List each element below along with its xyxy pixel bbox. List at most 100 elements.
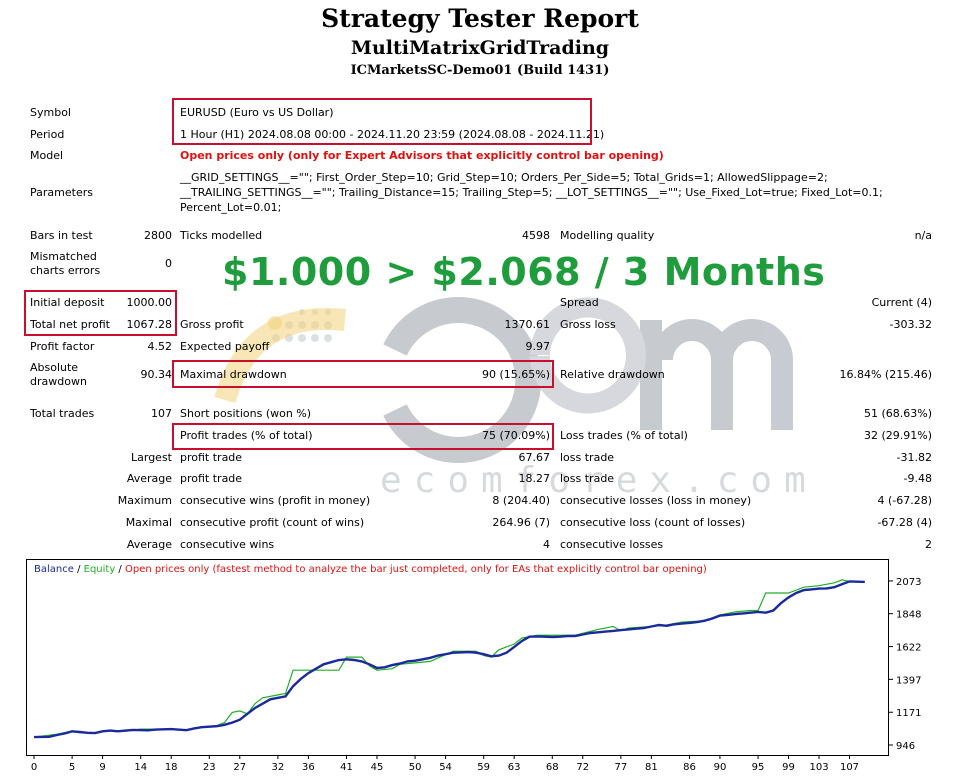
model-label: Model (30, 149, 64, 162)
largest-label: Largest (131, 451, 172, 464)
average-loss-trade-value: -9.48 (903, 472, 932, 485)
legend-balance: Balance (34, 564, 74, 575)
profit-trades-value: 75 (70.09%) (481, 429, 550, 442)
avg-consecutive-wins-label: consecutive wins (180, 538, 275, 551)
total-trades-value: 107 (151, 407, 172, 420)
ticks-label: Ticks modelled (180, 229, 263, 242)
watermark-text: ecomforex.com (380, 460, 818, 501)
profit-trades-label: Profit trades (% of total) (180, 429, 313, 442)
quality-label: Modelling quality (560, 229, 655, 242)
quality-value: n/a (914, 229, 932, 242)
y-tick-label: 1622 (896, 643, 921, 654)
report-title: Strategy Tester Report (321, 4, 639, 33)
maximal-consecutive-profit-value: 264.96 (7) (492, 516, 550, 529)
avg-consecutive-losses-value: 2 (925, 538, 932, 551)
x-tick-label: 32 (272, 762, 285, 773)
maximal-consecutive-loss-value: -67.28 (4) (877, 516, 932, 529)
parameters-line-1: __GRID_SETTINGS__=""; First_Order_Step=1… (180, 171, 828, 184)
legend-sep-1: / (74, 564, 84, 575)
x-tick-label: 45 (371, 762, 384, 773)
average-loss-trade-label: loss trade (560, 472, 615, 485)
average-label: Average (126, 472, 172, 485)
x-tick-label: 90 (714, 762, 727, 773)
avg-label: Average (126, 538, 172, 551)
max-consecutive-wins-label: consecutive wins (profit in money) (180, 494, 371, 507)
ticks-value: 4598 (522, 229, 550, 242)
x-tick-label: 27 (233, 762, 246, 773)
initial-deposit-label: Initial deposit (30, 296, 105, 309)
x-tick-label: 54 (439, 762, 452, 773)
promo-headline: $1.000 > $2.068 / 3 Months (222, 250, 826, 294)
maximum-label: Maximum (117, 494, 172, 507)
absolute-drawdown-label-1: Absolute (30, 361, 79, 374)
absolute-drawdown-value: 90.34 (140, 368, 173, 381)
total-trades-label: Total trades (30, 407, 95, 420)
gross-loss-label: Gross loss (560, 318, 616, 331)
profit-factor-value: 4.52 (147, 340, 173, 353)
balance-line (33, 580, 865, 739)
maximal-label: Maximal (125, 516, 172, 529)
x-tick-label: 36 (302, 762, 315, 773)
relative-drawdown-value: 16.84% (215.46) (839, 368, 932, 381)
average-profit-trade-label: profit trade (180, 472, 243, 485)
x-tick-label: 99 (782, 762, 795, 773)
short-positions-label: Short positions (won %) (180, 407, 312, 420)
y-tick-label: 1397 (896, 675, 921, 686)
profit-trades-highlight (172, 423, 554, 450)
max-consecutive-losses-value: 4 (-67.28) (877, 494, 932, 507)
x-tick-label: 72 (576, 762, 589, 773)
y-tick-label: 946 (896, 741, 915, 752)
avg-consecutive-losses-label: consecutive losses (560, 538, 664, 551)
largest-loss-trade-label: loss trade (560, 451, 615, 464)
model-value: Open prices only (only for Expert Adviso… (180, 149, 664, 162)
deposit-profit-highlight (24, 290, 177, 336)
spread-value: Current (4) (871, 296, 932, 309)
x-tick-label: 50 (409, 762, 422, 773)
x-tick-label: 59 (477, 762, 490, 773)
bars-label: Bars in test (30, 229, 93, 242)
largest-profit-trade-value: 67.67 (518, 451, 551, 464)
initial-deposit-value: 1000.00 (126, 296, 173, 309)
short-positions-value: 51 (68.63%) (863, 407, 932, 420)
largest-loss-trade-value: -31.82 (896, 451, 932, 464)
absolute-drawdown-label-2: drawdown (30, 375, 87, 388)
y-tick-label: 2073 (896, 577, 921, 588)
average-profit-trade-value: 18.27 (518, 472, 551, 485)
x-tick-label: 107 (840, 762, 859, 773)
symbol-label: Symbol (30, 106, 71, 119)
x-tick-label: 103 (809, 762, 828, 773)
x-tick-label: 86 (683, 762, 696, 773)
y-tick-label: 1171 (896, 708, 921, 719)
x-tick-label: 23 (203, 762, 216, 773)
symbol-value: EURUSD (Euro vs US Dollar) (180, 106, 334, 119)
bars-value: 2800 (144, 229, 172, 242)
x-tick-label: 77 (614, 762, 627, 773)
x-tick-label: 0 (31, 762, 37, 773)
x-tick-label: 41 (340, 762, 353, 773)
gross-profit-label: Gross profit (180, 318, 244, 331)
mismatched-label-2: charts errors (30, 264, 101, 277)
strategy-name: MultiMatrixGridTrading (350, 37, 610, 59)
period-value: 1 Hour (H1) 2024.08.08 00:00 - 2024.11.2… (180, 128, 605, 141)
maximal-drawdown-label: Maximal drawdown (180, 368, 287, 381)
expected-payoff-value: 9.97 (525, 340, 551, 353)
legend-note: Open prices only (fastest method to anal… (125, 564, 707, 575)
net-profit-value: 1067.28 (126, 318, 173, 331)
chart-frame (26, 559, 889, 756)
x-tick-label: 5 (69, 762, 75, 773)
legend-sep-2: / (115, 564, 125, 575)
legend-equity: Equity (84, 564, 116, 575)
gross-loss-value: -303.32 (889, 318, 932, 331)
maximal-consecutive-loss-label: consecutive loss (count of losses) (560, 516, 746, 529)
maximal-drawdown-value: 90 (15.65%) (481, 368, 550, 381)
max-consecutive-wins-value: 8 (204.40) (492, 494, 550, 507)
parameters-label: Parameters (30, 186, 93, 199)
mismatched-value: 0 (165, 257, 172, 270)
maximal-consecutive-profit-label: consecutive profit (count of wins) (180, 516, 365, 529)
symbol-period-highlight (172, 98, 592, 145)
max-consecutive-losses-label: consecutive losses (loss in money) (560, 494, 752, 507)
expected-payoff-label: Expected payoff (180, 340, 270, 353)
server-name: ICMarketsSC-Demo01 (Build 1431) (350, 63, 610, 78)
largest-profit-trade-label: profit trade (180, 451, 243, 464)
